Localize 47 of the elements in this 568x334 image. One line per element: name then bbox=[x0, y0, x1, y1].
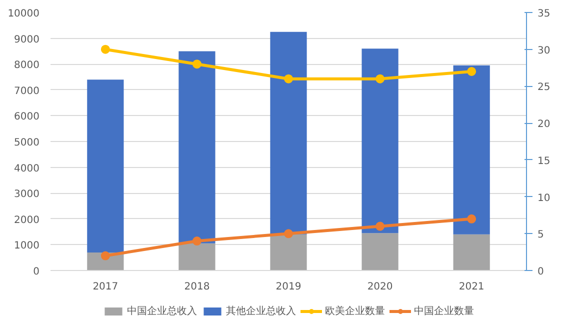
bar bbox=[87, 80, 124, 252]
point bbox=[467, 66, 476, 76]
y2-tick-label: 30 bbox=[538, 45, 550, 56]
bar bbox=[453, 65, 490, 234]
point bbox=[376, 222, 385, 231]
legend-label: 中国企业总收入 bbox=[127, 304, 197, 318]
y2-tick-label: 15 bbox=[538, 156, 550, 167]
y-tick-label: 9000 bbox=[14, 34, 40, 46]
bar bbox=[178, 51, 216, 244]
x-tick-label: 2021 bbox=[458, 282, 484, 292]
x-tick-label: 2020 bbox=[367, 282, 393, 292]
y-tick-label: 3000 bbox=[14, 189, 40, 200]
x-tick-label: 2018 bbox=[184, 282, 210, 292]
x-tick-label: 2017 bbox=[92, 282, 118, 292]
point bbox=[467, 214, 476, 224]
point bbox=[100, 44, 110, 54]
legend-label: 中国企业数量 bbox=[414, 304, 474, 318]
point bbox=[100, 251, 110, 260]
legend-label: 其他企业总收入 bbox=[226, 304, 296, 318]
bar bbox=[270, 32, 307, 234]
y2-tick-label: 0 bbox=[538, 266, 544, 278]
point bbox=[192, 236, 202, 246]
bar bbox=[362, 233, 398, 270]
y2-tick-label: 5 bbox=[538, 230, 544, 241]
y2-tick-label: 25 bbox=[538, 82, 550, 94]
y-tick-label: 7000 bbox=[14, 86, 40, 97]
point bbox=[284, 74, 293, 84]
point bbox=[284, 229, 293, 238]
y-tick-label: 0 bbox=[33, 266, 40, 278]
bar bbox=[362, 48, 398, 234]
point bbox=[192, 60, 202, 69]
y-tick-label: 1000 bbox=[14, 240, 40, 252]
bar bbox=[270, 234, 307, 270]
y-tick-label: 6000 bbox=[14, 112, 40, 123]
x-tick-label: 2019 bbox=[276, 282, 302, 292]
y-tick-label: 5000 bbox=[14, 138, 40, 148]
y-tick-label: 4000 bbox=[14, 163, 40, 174]
y2-tick-label: 20 bbox=[538, 119, 550, 130]
point bbox=[376, 74, 385, 84]
y-tick-label: 8000 bbox=[14, 60, 40, 72]
y-tick-label: 2000 bbox=[14, 214, 40, 226]
bar bbox=[178, 243, 216, 270]
y-tick-label: 10000 bbox=[8, 8, 40, 20]
y2-tick-label: 35 bbox=[538, 8, 550, 20]
y2-tick-label: 10 bbox=[538, 192, 550, 204]
bar bbox=[453, 234, 490, 270]
legend-label: 欧美企业数量 bbox=[325, 304, 385, 318]
